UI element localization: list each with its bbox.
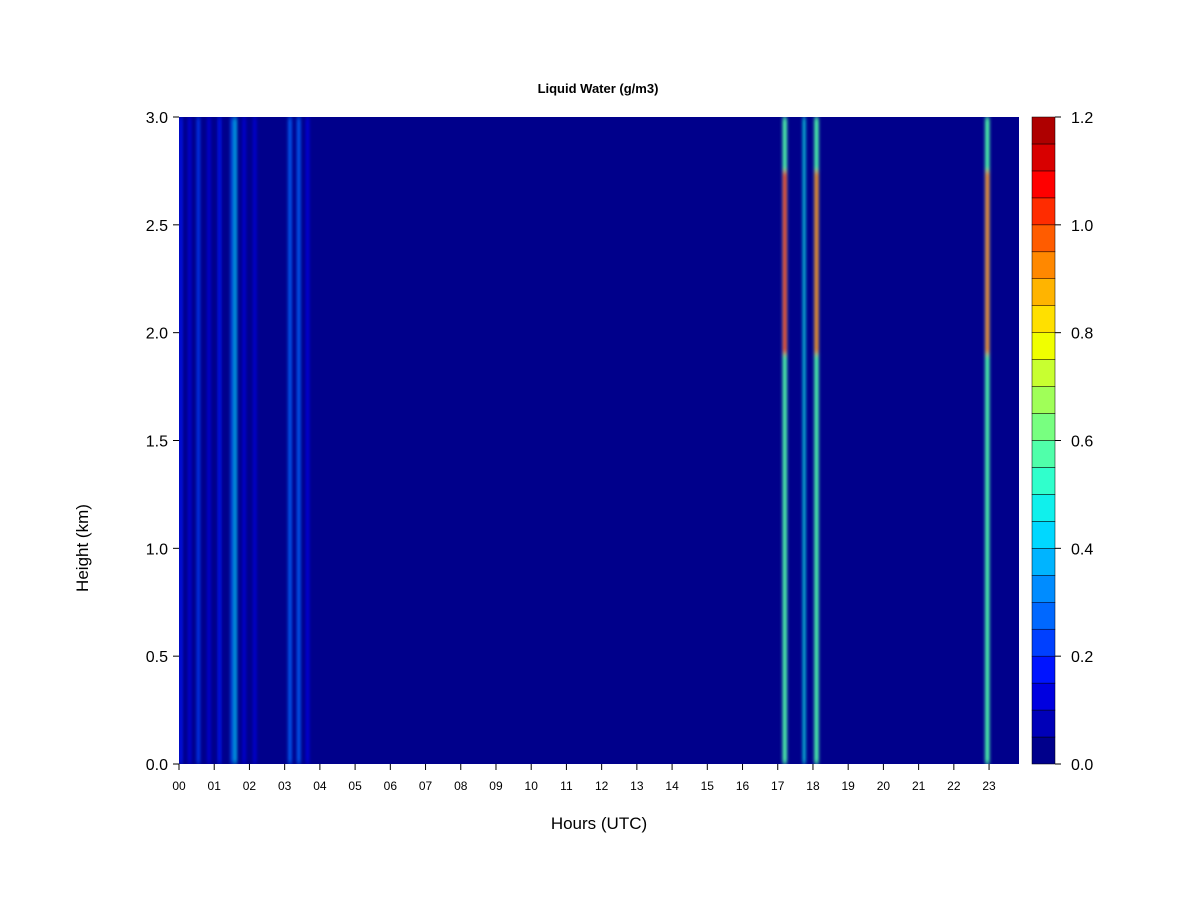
x-axis-label: Hours (UTC) xyxy=(551,814,647,833)
heatmap-cell-0 xyxy=(179,117,183,764)
heatmap-cell-18 xyxy=(985,170,990,355)
heatmap-cell-13 xyxy=(802,117,806,764)
heatmap-cell-4 xyxy=(218,117,221,764)
x-tick-label: 22 xyxy=(947,779,961,793)
chart-title: Liquid Water (g/m3) xyxy=(538,81,659,96)
colorbar xyxy=(1031,116,1056,765)
colorbar-tick-label: 0.2 xyxy=(1071,649,1093,666)
x-tick-label: 08 xyxy=(454,779,468,793)
colorbar-swatch-17 xyxy=(1031,278,1056,306)
heatmap-cell-9 xyxy=(288,117,292,764)
y-tick-label: 0.0 xyxy=(146,757,168,774)
x-tick-label: 21 xyxy=(912,779,926,793)
x-tick-label: 17 xyxy=(771,779,785,793)
colorbar-swatch-22 xyxy=(1031,143,1056,172)
x-tick-label: 09 xyxy=(489,779,503,793)
x-tick-label: 00 xyxy=(172,779,186,793)
heatmap-cell-17 xyxy=(814,170,819,355)
y-tick-label: 3.0 xyxy=(146,110,168,127)
y-tick-label: 0.5 xyxy=(146,649,168,666)
y-axis-label: Height (km) xyxy=(73,504,92,592)
x-tick-label: 10 xyxy=(525,779,539,793)
colorbar-swatch-23 xyxy=(1031,116,1056,145)
x-tick-label: 07 xyxy=(419,779,433,793)
plot-area xyxy=(179,117,1019,764)
colorbar-swatch-9 xyxy=(1031,494,1056,522)
colorbar-swatch-8 xyxy=(1031,521,1056,549)
heatmap-cell-10 xyxy=(297,117,301,764)
colorbar-swatch-15 xyxy=(1031,332,1056,360)
x-tick-label: 02 xyxy=(243,779,257,793)
y-tick-label: 2.0 xyxy=(146,326,168,343)
heatmap-cell-1 xyxy=(188,117,191,764)
y-tick-label: 1.0 xyxy=(146,541,168,558)
x-tick-label: 23 xyxy=(982,779,996,793)
colorbar-swatch-21 xyxy=(1031,170,1056,199)
colorbar-swatch-19 xyxy=(1031,224,1056,253)
heatmap-cell-6 xyxy=(234,117,237,764)
colorbar-swatch-12 xyxy=(1031,413,1056,441)
colorbar-swatch-14 xyxy=(1031,359,1056,387)
colorbar-swatch-1 xyxy=(1031,709,1056,738)
heatmap-cell-8 xyxy=(253,117,257,764)
heatmap-cell-11 xyxy=(305,117,310,764)
heatmap-background xyxy=(179,117,1019,764)
x-tick-label: 16 xyxy=(736,779,750,793)
colorbar-tick-label: 1.0 xyxy=(1071,218,1093,235)
x-tick-label: 19 xyxy=(842,779,856,793)
y-tick-label: 1.5 xyxy=(146,434,168,451)
colorbar-swatch-0 xyxy=(1031,736,1056,765)
heatmap-cell-12 xyxy=(782,117,787,764)
colorbar-swatch-18 xyxy=(1031,251,1056,280)
colorbar-swatch-7 xyxy=(1031,548,1056,576)
colorbar-swatch-10 xyxy=(1031,467,1056,495)
colorbar-tick-label: 0.6 xyxy=(1071,434,1093,451)
y-tick-label: 2.5 xyxy=(146,218,168,235)
colorbar-swatch-11 xyxy=(1031,440,1056,468)
colorbar-swatch-16 xyxy=(1031,305,1056,333)
x-tick-label: 01 xyxy=(208,779,222,793)
heatmap-cell-2 xyxy=(196,117,200,764)
heatmap-cell-15 xyxy=(985,117,990,764)
x-tick-label: 18 xyxy=(806,779,820,793)
y-axis: 0.0 0.5 1.0 1.5 2.0 2.5 3.0 xyxy=(146,110,179,774)
heatmap-cell-14 xyxy=(814,117,819,764)
x-axis: 00 01 02 03 04 05 06 07 08 09 10 11 12 13 14 15 16 17 18 19… xyxy=(172,764,996,793)
colorbar-swatch-6 xyxy=(1031,575,1056,603)
x-tick-label: 14 xyxy=(665,779,679,793)
x-tick-label: 11 xyxy=(560,779,573,793)
colorbar-axis: 0.0 0.2 0.4 0.6 0.8 1.0 1.2 xyxy=(1055,110,1093,774)
colorbar-tick-label: 0.8 xyxy=(1071,326,1093,343)
x-tick-label: 05 xyxy=(348,779,362,793)
x-tick-label: 04 xyxy=(313,779,327,793)
heatmap-cell-5 xyxy=(230,117,233,764)
colorbar-swatch-5 xyxy=(1031,602,1056,630)
colorbar-swatch-4 xyxy=(1031,628,1056,657)
x-tick-label: 15 xyxy=(701,779,715,793)
colorbar-tick-label: 0.0 xyxy=(1071,757,1093,774)
colorbar-swatch-2 xyxy=(1031,682,1056,711)
colorbar-swatch-20 xyxy=(1031,197,1056,226)
colorbar-tick-label: 0.4 xyxy=(1071,541,1093,558)
x-tick-label: 13 xyxy=(630,779,644,793)
x-tick-label: 06 xyxy=(384,779,398,793)
colorbar-swatch-13 xyxy=(1031,386,1056,414)
heatmap-cell-7 xyxy=(242,117,246,764)
x-tick-label: 03 xyxy=(278,779,292,793)
colorbar-tick-label: 1.2 xyxy=(1071,110,1093,127)
x-tick-label: 20 xyxy=(877,779,891,793)
heatmap-cell-16 xyxy=(783,170,787,355)
colorbar-swatch-3 xyxy=(1031,655,1056,684)
heatmap-cell-3 xyxy=(207,117,211,764)
x-tick-label: 12 xyxy=(595,779,609,793)
